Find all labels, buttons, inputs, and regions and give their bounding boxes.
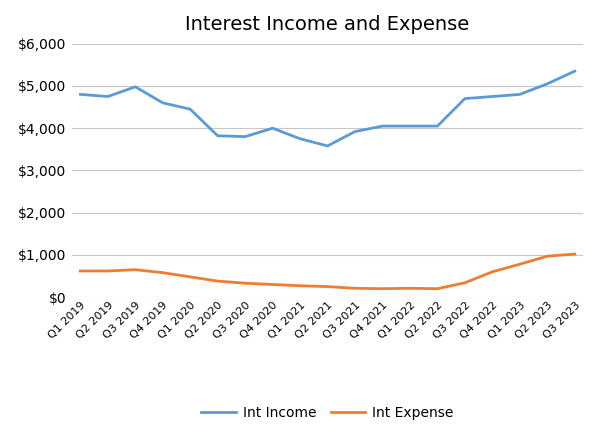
Title: Interest Income and Expense: Interest Income and Expense bbox=[186, 15, 469, 34]
Int Expense bbox=[352, 286, 359, 291]
Int Expense bbox=[269, 282, 276, 287]
Int Income bbox=[324, 143, 331, 149]
Int Income bbox=[406, 123, 413, 128]
Int Income bbox=[269, 125, 276, 131]
Line: Int Expense: Int Expense bbox=[81, 254, 575, 289]
Int Income bbox=[159, 100, 166, 105]
Int Income bbox=[104, 94, 111, 99]
Int Income bbox=[296, 136, 304, 142]
Int Income bbox=[516, 92, 523, 97]
Int Income bbox=[434, 123, 441, 128]
Int Expense bbox=[516, 262, 523, 267]
Int Income bbox=[489, 94, 496, 99]
Int Income bbox=[461, 96, 468, 101]
Line: Int Income: Int Income bbox=[81, 71, 575, 146]
Int Income bbox=[132, 84, 139, 90]
Int Expense bbox=[406, 286, 413, 291]
Int Expense bbox=[544, 253, 551, 259]
Int Income bbox=[214, 133, 221, 139]
Int Expense bbox=[242, 281, 249, 286]
Int Expense bbox=[132, 267, 139, 272]
Int Income bbox=[242, 134, 249, 139]
Int Expense bbox=[379, 286, 386, 291]
Int Expense bbox=[77, 268, 84, 274]
Int Expense bbox=[296, 283, 304, 288]
Legend: Int Income, Int Expense: Int Income, Int Expense bbox=[196, 400, 459, 426]
Int Income bbox=[571, 69, 578, 74]
Int Expense bbox=[434, 286, 441, 291]
Int Expense bbox=[571, 251, 578, 257]
Int Expense bbox=[489, 269, 496, 274]
Int Income bbox=[544, 81, 551, 87]
Int Expense bbox=[324, 284, 331, 289]
Int Income bbox=[379, 123, 386, 128]
Int Income bbox=[352, 129, 359, 134]
Int Income bbox=[187, 107, 194, 112]
Int Income bbox=[77, 92, 84, 97]
Int Expense bbox=[214, 278, 221, 284]
Int Expense bbox=[159, 270, 166, 275]
Int Expense bbox=[104, 268, 111, 274]
Int Expense bbox=[187, 274, 194, 280]
Int Expense bbox=[461, 280, 468, 285]
